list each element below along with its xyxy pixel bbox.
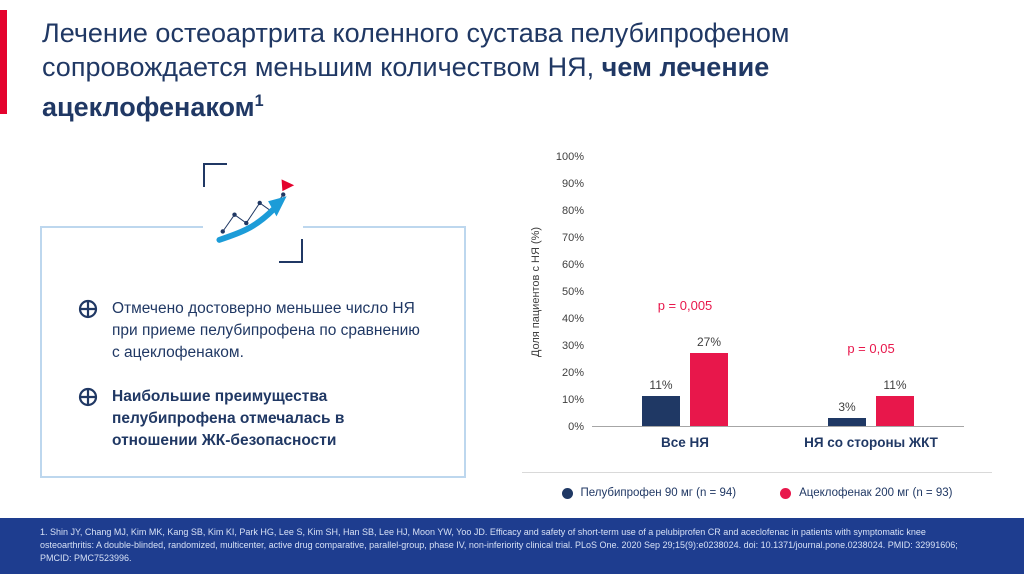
bar — [876, 396, 914, 426]
bar-group: p = 0,05 3% 11% НЯ со стороны ЖКТ — [804, 157, 938, 450]
y-tick-label: 90% — [561, 178, 584, 190]
y-tick-label: 0% — [568, 421, 584, 433]
legend-item: Пелубипрофен 90 мг (n = 94) — [561, 487, 737, 499]
y-tick-label: 10% — [561, 394, 584, 406]
y-tick-label: 70% — [561, 232, 584, 244]
y-tick-label: 20% — [561, 367, 584, 379]
y-tick-label: 60% — [561, 259, 584, 271]
reference-footer: 1. Shin JY, Chang MJ, Kim MK, Kang SB, K… — [0, 518, 1024, 574]
trend-chart-illustration — [203, 163, 303, 263]
title-line1: Лечение остеоартрита коленного сустава п… — [42, 18, 790, 48]
y-tick-label: 30% — [561, 340, 584, 352]
plot-area: p = 0,005 11% 27% Все НЯ p = 0,05 3% 11% НЯ со … — [592, 157, 964, 450]
legend-item: Ацеклофенак 200 мг (n = 93) — [780, 487, 952, 499]
slide-title: Лечение остеоартрита коленного сустава п… — [42, 16, 972, 124]
bar-value-label: 27% — [696, 335, 722, 350]
y-tick-label: 40% — [561, 313, 584, 325]
bullet-item: Отмечено достоверно меньшее число НЯ при… — [78, 298, 430, 364]
x-category-label: НЯ со стороны ЖКТ — [804, 435, 938, 450]
trend-chart-icon — [216, 179, 295, 243]
bars-pair: 11% 27% — [642, 335, 728, 426]
bars-pair: 3% 11% — [828, 378, 914, 426]
title-line2-regular: сопровождается меньшим количеством НЯ, — [42, 52, 602, 82]
bar-value-label: 3% — [838, 399, 856, 414]
p-value-annotation: p = 0,005 — [657, 298, 713, 314]
title-line3-bold: ацеклофенаком — [42, 92, 255, 122]
bar-with-label: 11% — [876, 378, 914, 426]
bar-value-label: 11% — [649, 378, 673, 393]
bar-group: p = 0,005 11% 27% Все НЯ — [620, 157, 750, 450]
y-tick-label: 100% — [555, 151, 584, 163]
legend-label: Пелубипрофен 90 мг (n = 94) — [580, 487, 737, 499]
chart-legend: Пелубипрофен 90 мг (n = 94) Ацеклофенак 2… — [522, 472, 992, 499]
p-value-annotation: p = 0,05 — [847, 341, 895, 357]
title-line2-bold: чем лечение — [601, 52, 770, 82]
frame-corner-icon — [279, 239, 303, 263]
bullet-text: Отмечено достоверно меньшее число НЯ при… — [112, 300, 420, 361]
y-axis-ticks: 0% 10% 20% 30% 40% 50% 60% 70% 80% 90% 100% — [522, 151, 584, 433]
reference-text: 1. Shin JY, Chang MJ, Kim MK, Kang SB, K… — [40, 527, 958, 563]
bar-with-label: 27% — [690, 335, 728, 426]
key-findings-box: Отмечено достоверно меньшее число НЯ при… — [40, 226, 466, 478]
cross-circle-icon — [78, 299, 98, 319]
bar-with-label: 3% — [828, 400, 866, 426]
legend-marker — [780, 487, 792, 499]
legend-label: Ацеклофенак 200 мг (n = 93) — [799, 487, 953, 499]
title-reference-superscript: 1 — [254, 92, 264, 110]
y-tick-label: 50% — [561, 286, 584, 298]
bar-with-label: 11% — [642, 378, 680, 426]
bar-chart: Доля пациентов с НЯ (%) 0% 10% 20% 30% 40% 50… — [522, 150, 992, 530]
bullet-item: Наибольшие преимущества пелубипрофена от… — [78, 386, 430, 452]
cross-circle-icon — [78, 387, 98, 407]
legend-marker — [561, 487, 573, 499]
bar — [828, 417, 866, 426]
bar — [690, 353, 728, 426]
bullet-text: Наибольшие преимущества пелубипрофена от… — [112, 388, 345, 449]
x-category-label: Все НЯ — [661, 435, 709, 450]
bar-value-label: 11% — [883, 378, 907, 393]
bar — [642, 396, 680, 426]
y-tick-label: 80% — [561, 205, 584, 217]
title-accent-bar — [0, 10, 7, 114]
frame-corner-icon — [203, 163, 227, 187]
